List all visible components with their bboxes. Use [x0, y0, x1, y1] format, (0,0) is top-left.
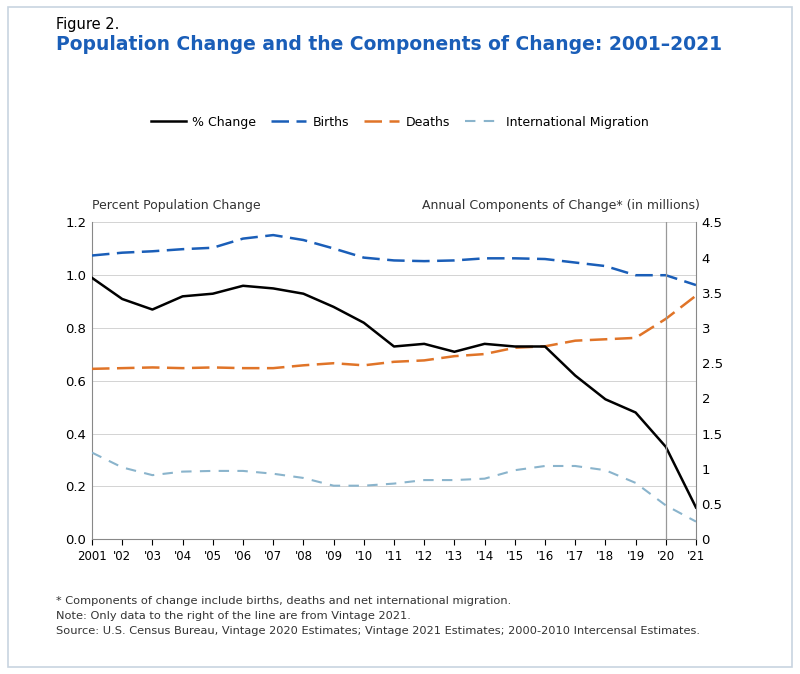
Text: Annual Components of Change* (in millions): Annual Components of Change* (in million… — [422, 200, 700, 212]
Text: Figure 2.: Figure 2. — [56, 17, 119, 32]
Text: * Components of change include births, deaths and net international migration.: * Components of change include births, d… — [56, 596, 511, 607]
Text: Note: Only data to the right of the line are from Vintage 2021.: Note: Only data to the right of the line… — [56, 611, 411, 621]
Text: Source: U.S. Census Bureau, Vintage 2020 Estimates; Vintage 2021 Estimates; 2000: Source: U.S. Census Bureau, Vintage 2020… — [56, 626, 700, 636]
Text: Population Change and the Components of Change: 2001–2021: Population Change and the Components of … — [56, 35, 722, 54]
Legend: % Change, Births, Deaths, International Migration: % Change, Births, Deaths, International … — [146, 111, 654, 133]
Text: Percent Population Change: Percent Population Change — [92, 200, 261, 212]
